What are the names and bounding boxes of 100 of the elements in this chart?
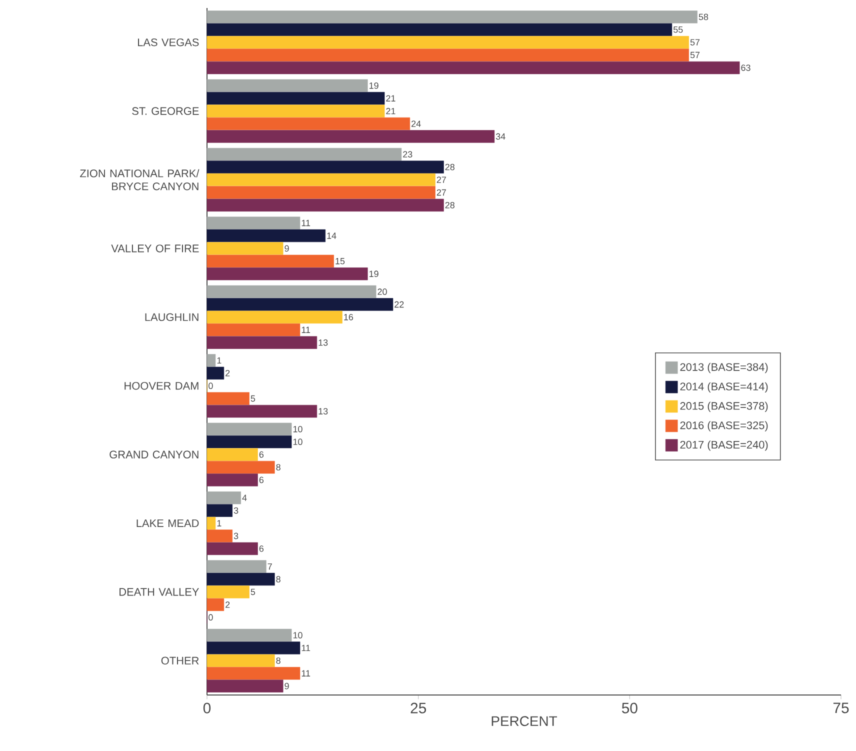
- bar: [206, 186, 436, 199]
- legend-label: 2016 (BASE=325): [680, 421, 768, 432]
- bar: [206, 366, 224, 380]
- bar: [206, 216, 300, 230]
- data-label: 1: [217, 520, 222, 526]
- bar: [206, 117, 410, 130]
- data-label: 10: [293, 632, 302, 638]
- x-tick-label: 75: [833, 702, 849, 714]
- bar: [206, 667, 300, 680]
- data-label: 5: [250, 395, 256, 402]
- data-label: 8: [276, 657, 280, 664]
- bar: [206, 542, 258, 555]
- data-label: 21: [386, 95, 396, 102]
- data-label: 10: [293, 426, 302, 432]
- y-tick-label: DEATH VALLEY: [120, 588, 199, 596]
- bar: [206, 36, 689, 49]
- bar: [206, 48, 689, 62]
- bar: [206, 336, 318, 349]
- bar: [206, 324, 300, 336]
- data-label: 57: [690, 39, 700, 46]
- data-label: 23: [403, 151, 412, 158]
- data-label: 20: [378, 288, 387, 295]
- legend-label: 2014 (BASE=414): [680, 382, 768, 393]
- bar: [206, 198, 444, 212]
- data-label: 7: [268, 563, 272, 570]
- bar: [206, 628, 292, 642]
- data-label: 13: [318, 339, 328, 346]
- data-label: 28: [445, 202, 454, 208]
- bar: [206, 404, 318, 418]
- data-label: 13: [318, 408, 328, 414]
- data-label: 3: [234, 507, 238, 514]
- x-axis-title: PERCENT: [492, 716, 558, 726]
- legend-label: 2015 (BASE=378): [680, 402, 768, 412]
- bar: [206, 268, 368, 280]
- data-label: 63: [741, 64, 750, 71]
- data-label: 11: [302, 326, 310, 333]
- legend-label: 2013 (BASE=384): [680, 362, 768, 374]
- x-tick-label: 0: [203, 702, 211, 714]
- data-label: 10: [293, 438, 302, 446]
- bar: [206, 530, 233, 542]
- bar: [206, 104, 385, 118]
- bar: [206, 516, 216, 530]
- data-label: 16: [344, 314, 354, 320]
- bar: [206, 642, 300, 654]
- data-label: 8: [276, 464, 280, 470]
- y-tick-label: GRAND CANYON: [110, 450, 198, 458]
- bar: [206, 422, 292, 436]
- data-label: 1: [217, 357, 222, 364]
- data-label: 57: [690, 52, 700, 58]
- bar: [206, 392, 250, 405]
- bar: [206, 474, 258, 486]
- x-tick-label: 25: [410, 702, 426, 714]
- bar: [206, 572, 275, 586]
- bar: [206, 586, 250, 598]
- data-label: 11: [302, 670, 310, 676]
- bar: [206, 254, 334, 268]
- bar: [206, 298, 394, 311]
- bar: [206, 654, 275, 667]
- data-label: 58: [698, 14, 708, 20]
- data-label: 55: [673, 26, 683, 33]
- data-label: 28: [445, 164, 454, 170]
- data-label: 15: [336, 258, 345, 264]
- data-label: 24: [412, 120, 421, 127]
- bar: [206, 229, 326, 242]
- bar: [206, 680, 284, 692]
- data-label: 6: [259, 545, 264, 552]
- bar: [206, 130, 495, 143]
- bar: [206, 310, 342, 324]
- data-label: 27: [436, 176, 446, 183]
- data-label: 11: [302, 220, 310, 226]
- y-tick-label: ZION NATIONAL PARK/ BRYCE CANYON: [80, 169, 200, 190]
- y-tick-label: LAKE MEAD: [136, 519, 199, 528]
- bar: [206, 504, 233, 517]
- bar: [206, 148, 402, 161]
- bar: [206, 460, 275, 474]
- data-label: 19: [370, 82, 378, 89]
- data-label: 14: [327, 232, 336, 239]
- data-label: 27: [436, 189, 446, 196]
- bar: [206, 160, 444, 174]
- y-tick-label: HOOVER DAM: [124, 382, 198, 390]
- bar: [206, 598, 224, 611]
- data-label: 11: [302, 644, 310, 652]
- legend-label: 2017 (BASE=240): [680, 440, 768, 451]
- bar: [206, 354, 216, 367]
- data-label: 2: [226, 370, 230, 376]
- y-tick-label: LAUGHLIN: [145, 313, 198, 322]
- bar: [206, 173, 436, 186]
- bar: [206, 242, 284, 255]
- x-tick-label: 50: [622, 702, 638, 714]
- data-label: 6: [259, 451, 264, 458]
- data-label: 6: [259, 476, 264, 484]
- data-label: 2: [226, 602, 230, 608]
- bar: [206, 23, 672, 36]
- y-tick-label: OTHER: [161, 656, 199, 665]
- data-label: 19: [370, 270, 378, 278]
- data-label: 22: [394, 301, 404, 308]
- bar: [206, 448, 258, 461]
- bar: [206, 92, 385, 105]
- data-label: 5: [250, 588, 256, 596]
- data-label: 0: [208, 614, 213, 621]
